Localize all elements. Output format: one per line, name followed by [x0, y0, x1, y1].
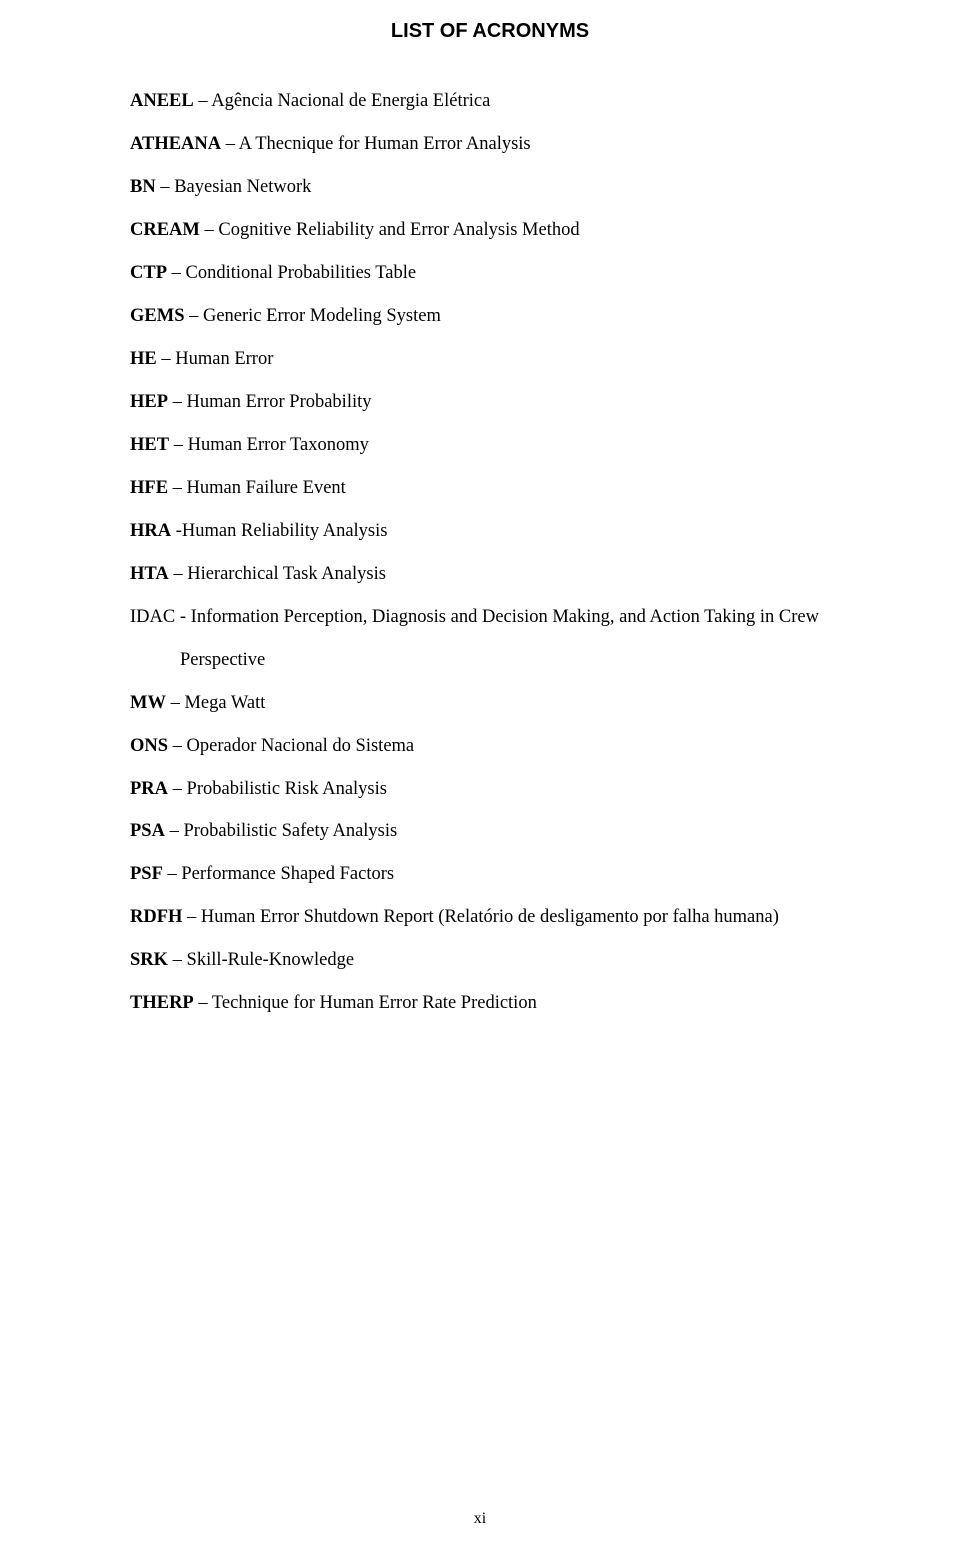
- acronym-def: Human Error Probability: [187, 392, 372, 412]
- page-title: LIST OF ACRONYMS: [130, 20, 850, 43]
- acronym-entry: MW – Mega Watt: [130, 691, 850, 716]
- acronym-sep: –: [194, 993, 212, 1013]
- acronym-entry: HTA – Hierarchical Task Analysis: [130, 562, 850, 587]
- acronym-entry: PSA – Probabilistic Safety Analysis: [130, 819, 850, 844]
- acronym-abbr: SRK: [130, 950, 168, 970]
- acronym-abbr: HFE: [130, 478, 168, 498]
- acronym-def: Agência Nacional de Energia Elétrica: [211, 91, 490, 111]
- acronym-sep: –: [167, 263, 186, 283]
- page-number: xi: [0, 1510, 960, 1528]
- acronym-abbr: MW: [130, 693, 166, 713]
- acronym-def-line2: Perspective: [180, 648, 850, 673]
- acronym-sep: –: [168, 736, 187, 756]
- acronym-sep: -: [175, 607, 190, 627]
- acronym-abbr: THERP: [130, 993, 194, 1013]
- acronym-entry: PRA – Probabilistic Risk Analysis: [130, 777, 850, 802]
- acronym-def: Mega Watt: [184, 693, 265, 713]
- acronym-sep: –: [184, 306, 203, 326]
- acronym-def: Human Error Shutdown Report (Relatório d…: [201, 907, 779, 927]
- acronym-def: Conditional Probabilities Table: [186, 263, 417, 283]
- acronym-entry: CREAM – Cognitive Reliability and Error …: [130, 218, 850, 243]
- acronym-def: Generic Error Modeling System: [203, 306, 441, 326]
- acronym-entry: GEMS – Generic Error Modeling System: [130, 304, 850, 329]
- acronym-entry: HEP – Human Error Probability: [130, 390, 850, 415]
- page-container: LIST OF ACRONYMS ANEEL – Agência Naciona…: [0, 0, 960, 1556]
- acronym-entry: HFE – Human Failure Event: [130, 476, 850, 501]
- acronym-def: Skill-Rule-Knowledge: [187, 950, 355, 970]
- acronym-sep: –: [194, 91, 211, 111]
- acronym-sep: –: [169, 435, 188, 455]
- acronym-sep: –: [156, 177, 175, 197]
- acronym-sep: –: [182, 907, 201, 927]
- acronym-entry: HRA -Human Reliability Analysis: [130, 519, 850, 544]
- acronym-abbr: CTP: [130, 263, 167, 283]
- acronym-sep: –: [168, 478, 187, 498]
- acronym-abbr: PSA: [130, 821, 165, 841]
- acronym-abbr: HEP: [130, 392, 168, 412]
- acronym-def: Operador Nacional do Sistema: [187, 736, 415, 756]
- acronym-def: Human Failure Event: [187, 478, 346, 498]
- acronym-def: Bayesian Network: [174, 177, 311, 197]
- acronym-def: A Thecnique for Human Error Analysis: [239, 134, 531, 154]
- acronym-entry: SRK – Skill-Rule-Knowledge: [130, 948, 850, 973]
- acronym-abbr: HTA: [130, 564, 169, 584]
- acronym-entry: ATHEANA – A Thecnique for Human Error An…: [130, 132, 850, 157]
- acronym-sep: –: [168, 392, 187, 412]
- acronym-def: Probabilistic Risk Analysis: [187, 779, 387, 799]
- acronym-abbr: CREAM: [130, 220, 200, 240]
- acronym-sep: –: [200, 220, 219, 240]
- acronym-abbr: BN: [130, 177, 156, 197]
- acronym-sep: –: [169, 564, 188, 584]
- acronym-def: Human Error Taxonomy: [188, 435, 369, 455]
- acronym-sep: –: [165, 821, 184, 841]
- acronym-def: Human Reliability Analysis: [182, 521, 388, 541]
- acronym-entry: HET – Human Error Taxonomy: [130, 433, 850, 458]
- acronym-entry: THERP – Technique for Human Error Rate P…: [130, 991, 850, 1016]
- acronym-abbr: HRA: [130, 521, 171, 541]
- acronym-entry: CTP – Conditional Probabilities Table: [130, 261, 850, 286]
- acronym-abbr: GEMS: [130, 306, 184, 326]
- acronym-def-line1: Information Perception, Diagnosis and De…: [191, 607, 819, 627]
- acronym-def: Technique for Human Error Rate Predictio…: [212, 993, 537, 1013]
- acronym-sep: –: [163, 864, 182, 884]
- acronym-sep: –: [168, 950, 187, 970]
- acronym-entry: ONS – Operador Nacional do Sistema: [130, 734, 850, 759]
- acronym-def: Human Error: [175, 349, 273, 369]
- acronym-def: Performance Shaped Factors: [181, 864, 394, 884]
- acronym-abbr: RDFH: [130, 907, 182, 927]
- acronym-def: Hierarchical Task Analysis: [187, 564, 386, 584]
- acronym-entry: BN – Bayesian Network: [130, 175, 850, 200]
- acronym-def: Cognitive Reliability and Error Analysis…: [218, 220, 579, 240]
- acronym-abbr: PRA: [130, 779, 168, 799]
- acronym-abbr: ANEEL: [130, 91, 194, 111]
- acronym-entry: ANEEL – Agência Nacional de Energia Elét…: [130, 89, 850, 114]
- acronym-entry: RDFH – Human Error Shutdown Report (Rela…: [130, 905, 850, 930]
- acronym-entry-idac: IDAC - Information Perception, Diagnosis…: [130, 605, 850, 673]
- acronym-entry: HE – Human Error: [130, 347, 850, 372]
- acronym-sep: –: [168, 779, 187, 799]
- acronym-abbr: PSF: [130, 864, 163, 884]
- acronym-abbr: ONS: [130, 736, 168, 756]
- acronym-def: Probabilistic Safety Analysis: [183, 821, 397, 841]
- acronym-entry: PSF – Performance Shaped Factors: [130, 862, 850, 887]
- acronym-abbr: HET: [130, 435, 169, 455]
- acronym-sep: -: [171, 521, 182, 541]
- acronym-sep: –: [221, 134, 238, 154]
- acronym-sep: –: [157, 349, 176, 369]
- acronym-abbr: IDAC: [130, 607, 175, 627]
- acronym-abbr: ATHEANA: [130, 134, 221, 154]
- acronym-sep: –: [166, 693, 185, 713]
- acronym-abbr: HE: [130, 349, 157, 369]
